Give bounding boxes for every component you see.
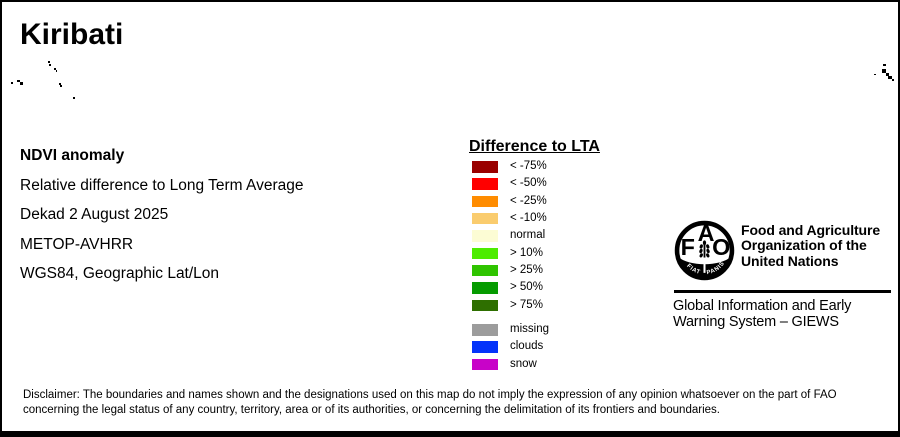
legend-label: snow xyxy=(510,357,537,370)
legend-item: > 10% xyxy=(472,246,547,260)
island-dot xyxy=(888,75,892,79)
island-dot xyxy=(60,85,62,87)
legend-main-group: < -75% < -50% < -25% < -10% normal > 10% > 25%… xyxy=(472,160,547,317)
legend-swatch xyxy=(472,247,498,260)
legend-swatch xyxy=(472,358,498,371)
legend-swatch xyxy=(472,195,498,208)
legend-swatch xyxy=(472,341,498,353)
legend-label: < -25% xyxy=(510,194,547,207)
legend-title: Difference to LTA xyxy=(469,138,600,155)
legend-item: < -10% xyxy=(472,211,547,225)
legend-swatch xyxy=(472,299,498,312)
legend-item: < -75% xyxy=(472,160,547,173)
island-dot xyxy=(891,79,894,81)
legend-label: > 10% xyxy=(510,246,543,259)
legend-item: > 50% xyxy=(472,282,547,294)
legend-item: clouds xyxy=(472,341,549,353)
legend-label: < -10% xyxy=(510,211,547,224)
fao-letter-o: O xyxy=(712,234,730,260)
island-dot xyxy=(882,68,886,73)
island-dot xyxy=(17,79,20,82)
legend-label: < -75% xyxy=(510,160,547,172)
page-title: Kiribati xyxy=(20,18,124,51)
legend-swatch xyxy=(472,161,498,173)
legend-swatch xyxy=(472,264,498,277)
island-dot xyxy=(883,63,886,66)
island-dot xyxy=(47,60,50,63)
legend-label: missing xyxy=(510,323,549,335)
island-dot xyxy=(19,81,23,85)
fao-letter-a: A xyxy=(698,220,715,246)
info-sensor: METOP-AVHRR xyxy=(20,235,134,253)
map-info-block: NDVI anomaly Relative difference to Long… xyxy=(20,141,304,289)
giews-line: Warning System – GIEWS xyxy=(673,313,839,330)
legend-swatch xyxy=(472,230,498,242)
info-description: Relative difference to Long Term Average xyxy=(20,176,304,194)
fao-divider-line xyxy=(674,290,891,293)
legend-swatch xyxy=(472,282,498,294)
giews-label: Global Information and Early Warning Sys… xyxy=(673,298,852,331)
info-projection: WGS84, Geographic Lat/Lon xyxy=(20,265,220,283)
legend-label: > 25% xyxy=(510,263,543,276)
legend-swatch xyxy=(472,324,498,336)
legend-swatch xyxy=(472,178,498,190)
island-dot xyxy=(885,73,889,76)
map-islands xyxy=(2,2,898,431)
legend-item: normal xyxy=(472,230,547,242)
fao-org-line: Food and Agriculture xyxy=(741,222,881,238)
info-product: NDVI anomaly xyxy=(20,147,125,164)
island-dot xyxy=(11,82,13,84)
legend-item: < -50% xyxy=(472,178,547,190)
disclaimer-line: Disclaimer: The boundaries and names sho… xyxy=(23,389,837,401)
island-dot xyxy=(58,82,61,85)
disclaimer: Disclaimer: The boundaries and names sho… xyxy=(23,388,885,418)
legend-label: > 50% xyxy=(510,281,543,294)
legend-label: clouds xyxy=(510,340,544,353)
legend-item: < -25% xyxy=(472,194,547,208)
fao-org-line: United Nations xyxy=(741,252,839,269)
legend-extra-group: missing clouds snow xyxy=(472,323,549,376)
legend-item: > 75% xyxy=(472,298,547,312)
disclaimer-line: concerning the legal status of any count… xyxy=(23,404,720,416)
island-dot xyxy=(874,73,876,75)
legend-item: missing xyxy=(472,323,549,336)
island-dot xyxy=(49,63,51,66)
fao-org-line: Organization of the xyxy=(741,237,867,254)
legend-label: < -50% xyxy=(510,177,547,190)
island-dot xyxy=(72,97,75,99)
giews-line: Global Information and Early xyxy=(673,298,852,314)
legend-item: > 25% xyxy=(472,263,547,277)
fao-letter-f: F xyxy=(681,234,695,260)
legend-item: snow xyxy=(472,357,549,371)
fao-logo-icon: F A O FIAT PANIS xyxy=(674,220,735,281)
legend-label: > 75% xyxy=(510,298,543,311)
legend-label: normal xyxy=(510,229,546,242)
island-dot xyxy=(55,70,57,72)
island-dot xyxy=(53,68,56,70)
legend-swatch xyxy=(472,212,498,225)
info-dekad: Dekad 2 August 2025 xyxy=(20,206,169,224)
wheat-ear-icon xyxy=(699,240,710,273)
fao-org-name: Food and Agriculture Organization of the… xyxy=(741,222,881,269)
